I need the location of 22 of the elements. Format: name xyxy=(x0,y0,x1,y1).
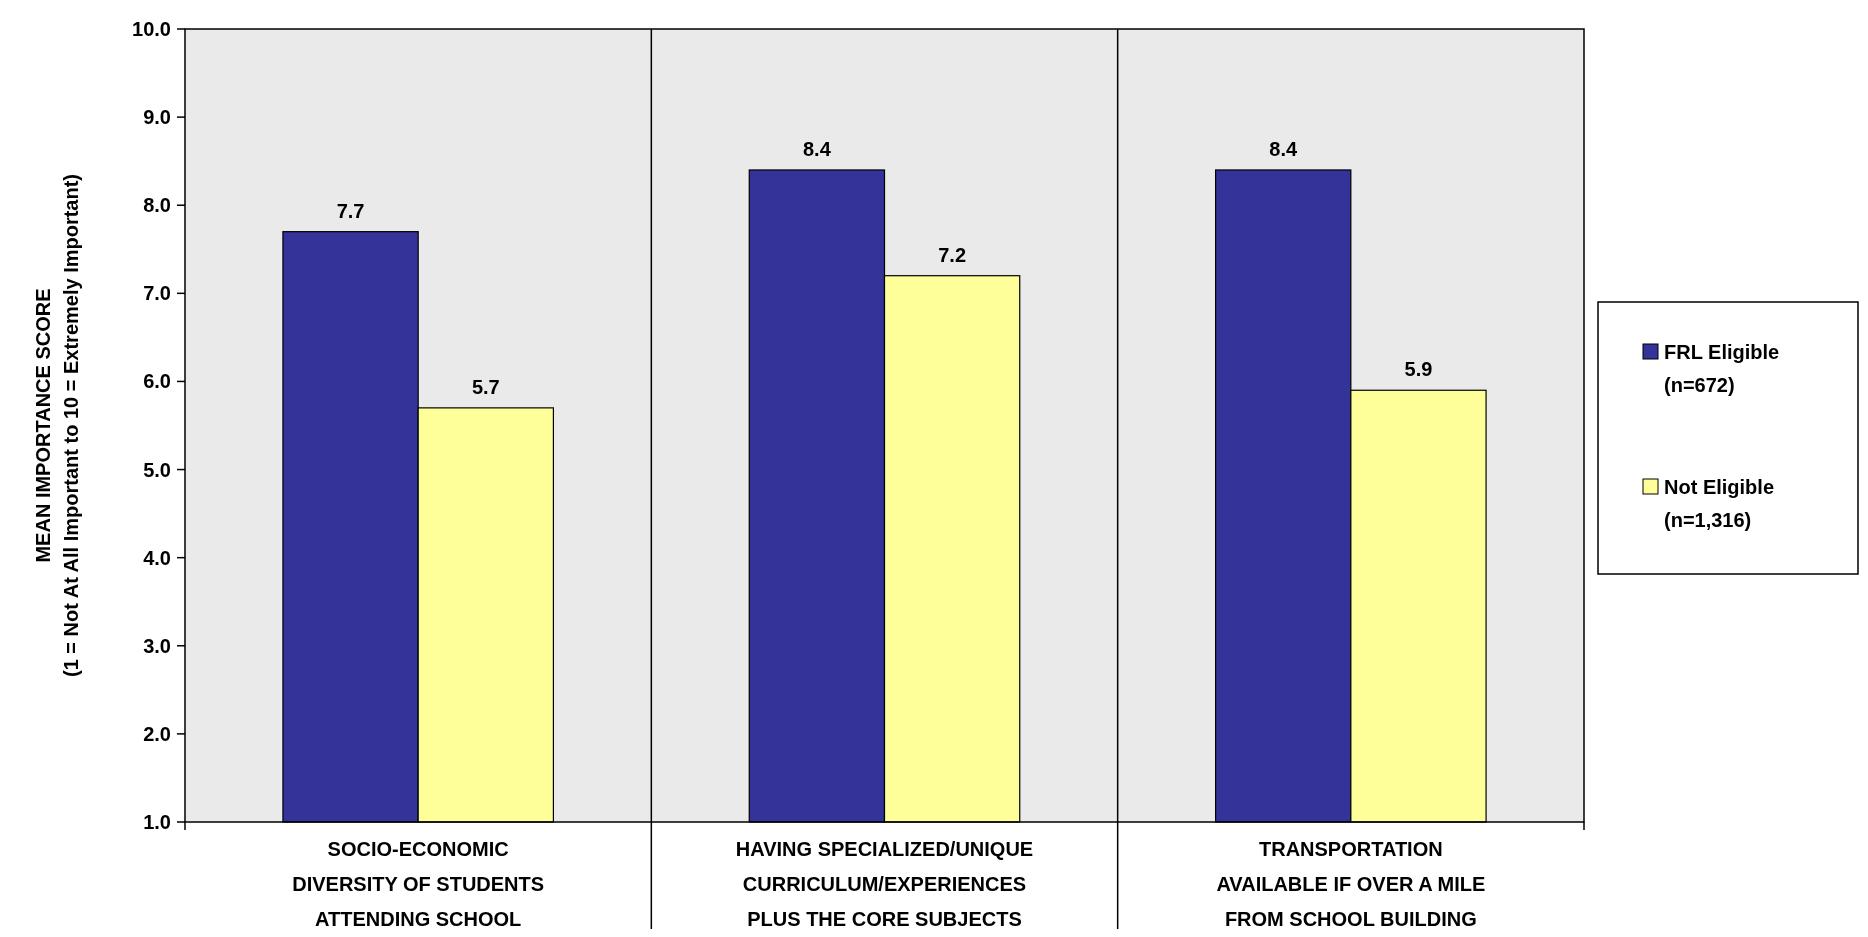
data-label: 5.7 xyxy=(471,375,500,398)
y-tick-label: 3.0 xyxy=(143,634,171,657)
data-label: 7.2 xyxy=(938,243,967,266)
data-label: 7.7 xyxy=(336,199,365,222)
y-tick-label: 6.0 xyxy=(143,370,171,393)
y-tick-label: 8.0 xyxy=(143,194,171,217)
data-label: 8.4 xyxy=(1269,137,1298,160)
x-tick-label: TRANSPORTATION AVAILABLE IF OVER A MILE FROM SCHOOL BUILDING xyxy=(1216,838,1486,930)
data-label: 8.4 xyxy=(802,137,832,160)
y-tick-label: 4.0 xyxy=(143,546,171,569)
x-tick-label: HAVING SPECIALIZED/UNIQUE CURRICULUM/EXPERIENCES PLUS THE CORE SUBJECTS xyxy=(735,838,1034,930)
y-tick-label: 2.0 xyxy=(143,722,171,745)
y-tick-label: 1.0 xyxy=(143,811,171,833)
y-tick-label: 7.0 xyxy=(143,282,171,305)
y-axis-title: MEAN IMPORTANCE SCORE (1 = Not At All Important to 10 = Extremely Important) xyxy=(32,173,82,678)
y-tick-label: 5.0 xyxy=(143,458,171,481)
legend-label: Not Eligible (n=1,316) xyxy=(1664,476,1774,531)
y-tick-label: 10.0 xyxy=(132,18,171,40)
data-label: 5.9 xyxy=(1404,358,1433,381)
x-tick-label: SOCIO-ECONOMIC DIVERSITY OF STUDENTS ATTENDING SCHOOL xyxy=(292,838,545,930)
y-tick-label: 9.0 xyxy=(143,106,171,129)
legend-label: FRL Eligible (n=672) xyxy=(1664,341,1780,396)
